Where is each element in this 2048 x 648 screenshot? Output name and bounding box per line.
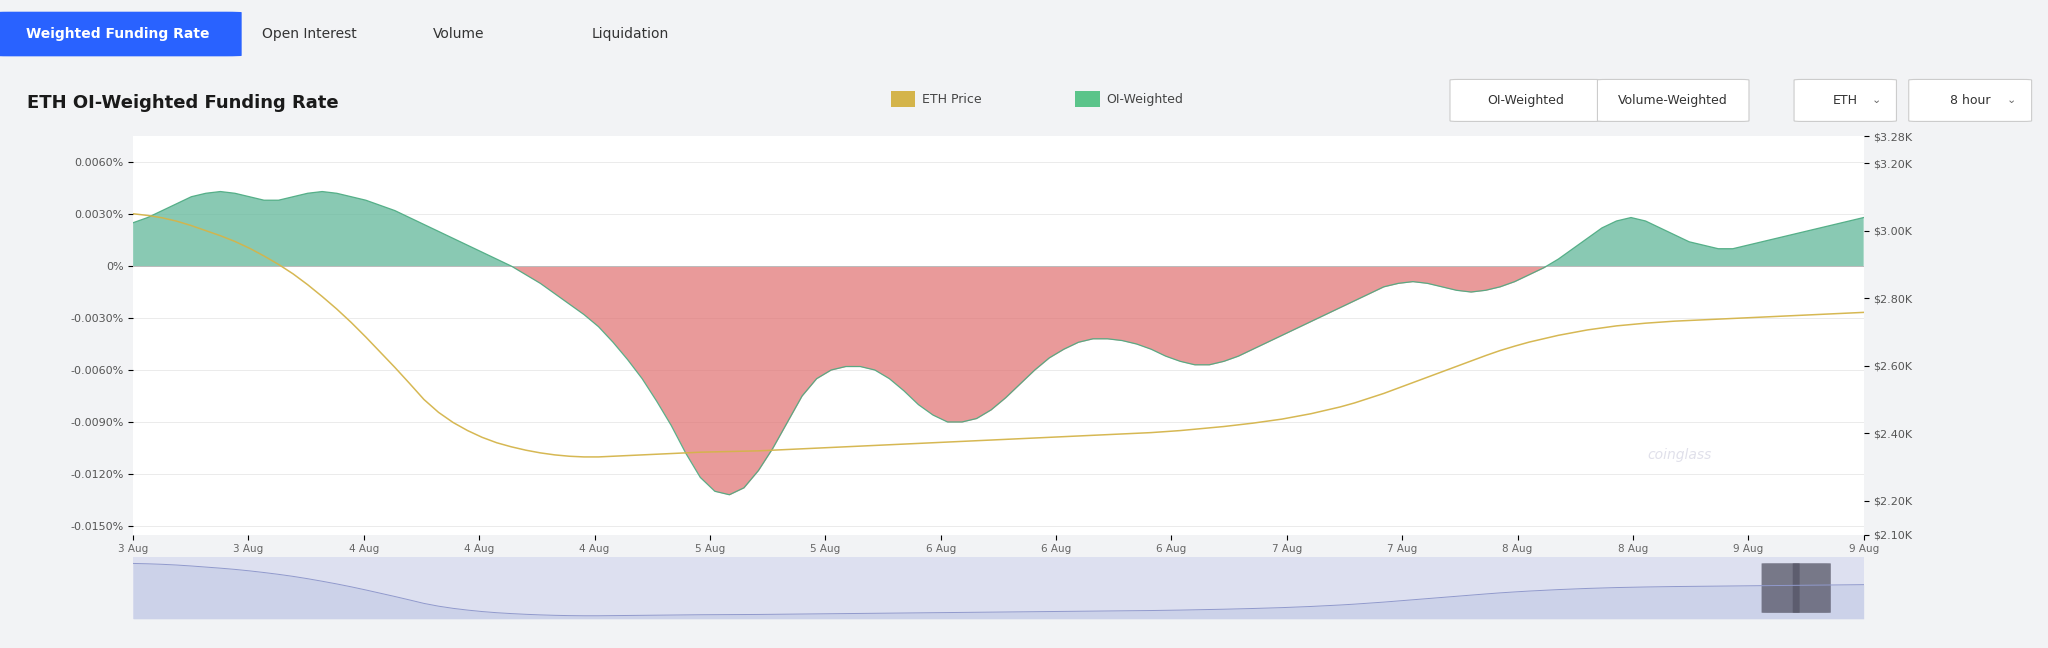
Text: ETH OI-Weighted Funding Rate: ETH OI-Weighted Funding Rate xyxy=(27,95,338,112)
Text: coinglass: coinglass xyxy=(1647,448,1712,462)
Text: ⌄: ⌄ xyxy=(2007,95,2015,106)
Text: ⌄: ⌄ xyxy=(1872,95,1880,106)
Text: 8 hour: 8 hour xyxy=(1950,94,1991,107)
Text: ETH: ETH xyxy=(1833,94,1858,107)
FancyBboxPatch shape xyxy=(1792,563,1831,613)
Text: ETH Price: ETH Price xyxy=(922,93,981,106)
FancyBboxPatch shape xyxy=(1909,80,2032,121)
FancyBboxPatch shape xyxy=(1450,80,1602,121)
Text: Volume: Volume xyxy=(432,27,485,41)
Text: OI-Weighted: OI-Weighted xyxy=(1487,94,1565,107)
FancyBboxPatch shape xyxy=(1794,80,1896,121)
Text: OI-Weighted: OI-Weighted xyxy=(1106,93,1184,106)
Text: Liquidation: Liquidation xyxy=(592,27,668,41)
Text: Weighted Funding Rate: Weighted Funding Rate xyxy=(27,27,209,41)
FancyBboxPatch shape xyxy=(0,12,242,56)
FancyBboxPatch shape xyxy=(1597,80,1749,121)
Text: Volume-Weighted: Volume-Weighted xyxy=(1618,94,1729,107)
FancyBboxPatch shape xyxy=(1761,563,1800,613)
Text: Open Interest: Open Interest xyxy=(262,27,356,41)
